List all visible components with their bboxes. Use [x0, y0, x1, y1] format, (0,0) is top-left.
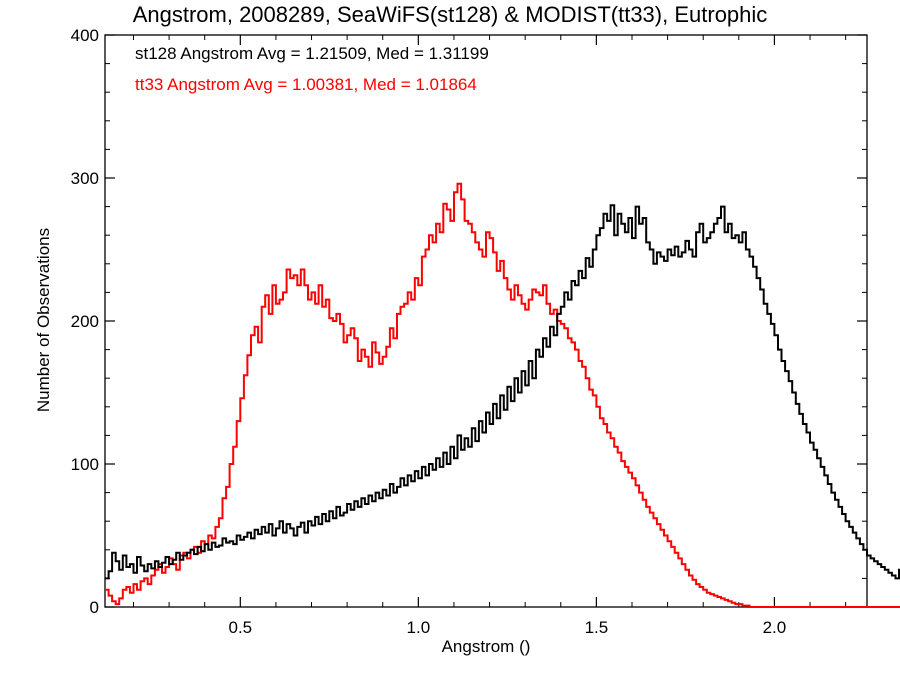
series-group	[105, 182, 900, 608]
y-tick-label: 300	[71, 169, 99, 188]
y-tick-label: 400	[71, 26, 99, 45]
y-axis-label: Number of Observations	[34, 227, 53, 413]
chart-title: Angstrom, 2008289, SeaWiFS(st128) & MODI…	[132, 2, 768, 27]
y-tick-label: 200	[71, 312, 99, 331]
x-tick-label: 1.5	[585, 618, 609, 637]
y-tick-label: 100	[71, 455, 99, 474]
y-tick-label: 0	[90, 598, 99, 617]
axis-ticks: 0.5 1.0 1.5 2.0 0 100 200 300 400	[71, 26, 867, 637]
x-tick-label: 0.5	[228, 618, 252, 637]
legend-entry-black: st128 Angstrom Avg = 1.21509, Med = 1.31…	[135, 44, 489, 63]
x-tick-label: 1.0	[407, 618, 431, 637]
series-line-red	[105, 182, 900, 608]
legend-entry-red: tt33 Angstrom Avg = 1.00381, Med = 1.018…	[135, 75, 477, 94]
x-axis-label: Angstrom ()	[441, 637, 531, 656]
series-line-black	[105, 204, 900, 580]
x-tick-label: 2.0	[763, 618, 787, 637]
